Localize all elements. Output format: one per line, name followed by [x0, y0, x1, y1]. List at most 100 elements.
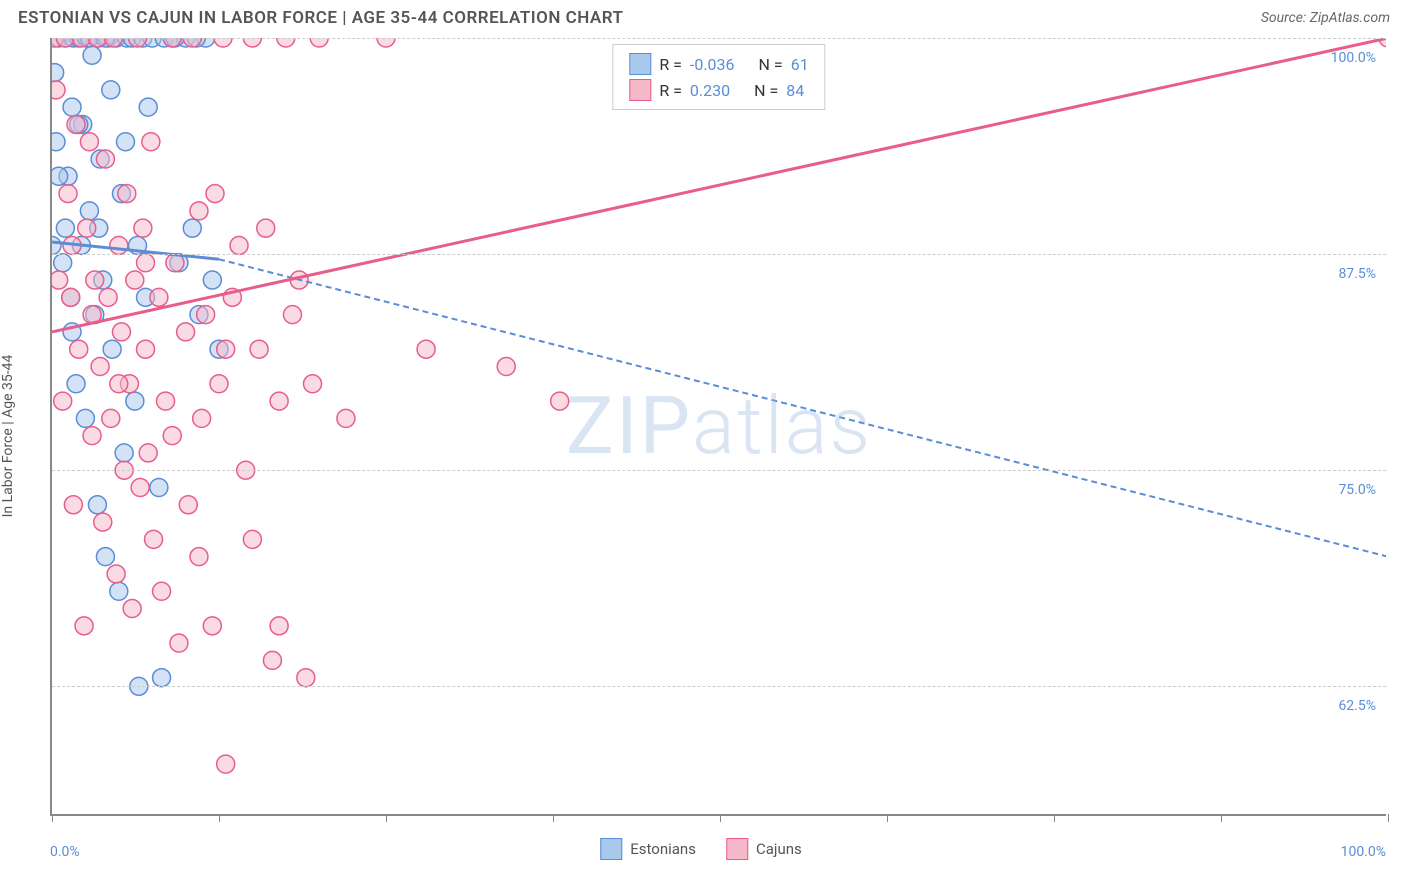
plot-area: R = -0.036N = 61R = 0.230N = 84 ZIPatlas…: [50, 38, 1386, 816]
scatter-point: [283, 306, 301, 324]
scatter-point: [52, 81, 65, 99]
scatter-point: [183, 219, 201, 237]
scatter-point: [76, 409, 94, 427]
series-name: Estonians: [630, 840, 696, 858]
scatter-point: [150, 479, 168, 497]
scatter-point: [203, 617, 221, 635]
scatter-point: [63, 98, 81, 116]
scatter-point: [83, 46, 101, 64]
x-tick: [1054, 814, 1055, 822]
scatter-point: [70, 340, 88, 358]
scatter-point: [67, 375, 85, 393]
legend-r-value: -0.036: [690, 55, 735, 74]
series-legend-item: Cajuns: [726, 838, 802, 860]
legend-r-value: 0.230: [690, 81, 730, 100]
x-tick: [386, 814, 387, 822]
scatter-point: [230, 236, 248, 254]
scatter-point: [337, 409, 355, 427]
scatter-point: [123, 600, 141, 618]
scatter-point: [137, 254, 155, 272]
chart-title: ESTONIAN VS CAJUN IN LABOR FORCE | AGE 3…: [18, 8, 624, 28]
scatter-point: [190, 202, 208, 220]
scatter-point: [210, 375, 228, 393]
scatter-point: [115, 444, 133, 462]
legend-swatch: [629, 79, 651, 101]
y-tick-label: 62.5%: [1338, 698, 1376, 714]
series-name: Cajuns: [756, 840, 802, 858]
scatter-point: [217, 755, 235, 773]
scatter-point: [88, 496, 106, 514]
scatter-point: [83, 427, 101, 445]
legend-n-label: N =: [754, 81, 778, 100]
scatter-point: [80, 202, 98, 220]
scatter-point: [163, 427, 181, 445]
scatter-point: [110, 236, 128, 254]
scatter-point: [257, 219, 275, 237]
scatter-point: [417, 340, 435, 358]
y-axis-label: In Labor Force | Age 35-44: [0, 355, 16, 518]
scatter-point: [56, 219, 74, 237]
gridline: [52, 470, 1386, 471]
x-axis-max-label: 100.0%: [1341, 844, 1386, 860]
y-tick-label: 87.5%: [1338, 266, 1376, 282]
x-axis-min-label: 0.0%: [50, 844, 80, 860]
x-tick: [1221, 814, 1222, 822]
correlation-legend-row: R = -0.036N = 61: [629, 51, 808, 77]
series-legend: Estonians Cajuns: [600, 838, 802, 860]
scatter-point: [177, 323, 195, 341]
scatter-point: [116, 133, 134, 151]
scatter-point: [80, 133, 98, 151]
scatter-point: [91, 357, 109, 375]
scatter-point: [99, 288, 117, 306]
scatter-point: [153, 669, 171, 687]
scatter-point: [243, 38, 261, 47]
scatter-point: [78, 219, 96, 237]
scatter-point: [96, 150, 114, 168]
scatter-point: [304, 375, 322, 393]
scatter-point: [193, 409, 211, 427]
scatter-point: [59, 185, 77, 203]
scatter-point: [157, 392, 175, 410]
x-tick: [720, 814, 721, 822]
scatter-point: [217, 340, 235, 358]
scatter-point: [150, 288, 168, 306]
y-tick-label: 100.0%: [1331, 50, 1376, 66]
scatter-point: [52, 167, 68, 185]
legend-n-label: N =: [759, 55, 783, 74]
scatter-point: [197, 306, 215, 324]
x-tick: [887, 814, 888, 822]
scatter-plot-svg: [52, 38, 1386, 814]
scatter-point: [52, 64, 64, 82]
scatter-point: [62, 288, 80, 306]
scatter-point: [243, 530, 261, 548]
scatter-point: [54, 254, 72, 272]
legend-n-value: 61: [791, 55, 809, 74]
gridline: [52, 254, 1386, 255]
legend-r-label: R =: [659, 81, 682, 100]
scatter-point: [142, 133, 160, 151]
x-tick: [219, 814, 220, 822]
scatter-point: [110, 582, 128, 600]
x-tick: [52, 814, 53, 822]
scatter-point: [54, 392, 72, 410]
x-tick: [553, 814, 554, 822]
scatter-point: [94, 513, 112, 531]
scatter-point: [277, 38, 295, 47]
scatter-point: [102, 81, 120, 99]
legend-swatch: [629, 53, 651, 75]
series-legend-item: Estonians: [600, 838, 696, 860]
trendline-dashed: [219, 259, 1386, 556]
gridline: [52, 38, 1386, 39]
scatter-point: [203, 271, 221, 289]
scatter-point: [263, 651, 281, 669]
scatter-point: [206, 185, 224, 203]
scatter-point: [103, 340, 121, 358]
scatter-point: [139, 98, 157, 116]
scatter-point: [52, 236, 61, 254]
scatter-point: [126, 271, 144, 289]
legend-swatch: [726, 838, 748, 860]
legend-swatch: [600, 838, 622, 860]
correlation-legend-row: R = 0.230N = 84: [629, 77, 808, 103]
chart-header: ESTONIAN VS CAJUN IN LABOR FORCE | AGE 3…: [8, 8, 1398, 38]
scatter-point: [107, 565, 125, 583]
